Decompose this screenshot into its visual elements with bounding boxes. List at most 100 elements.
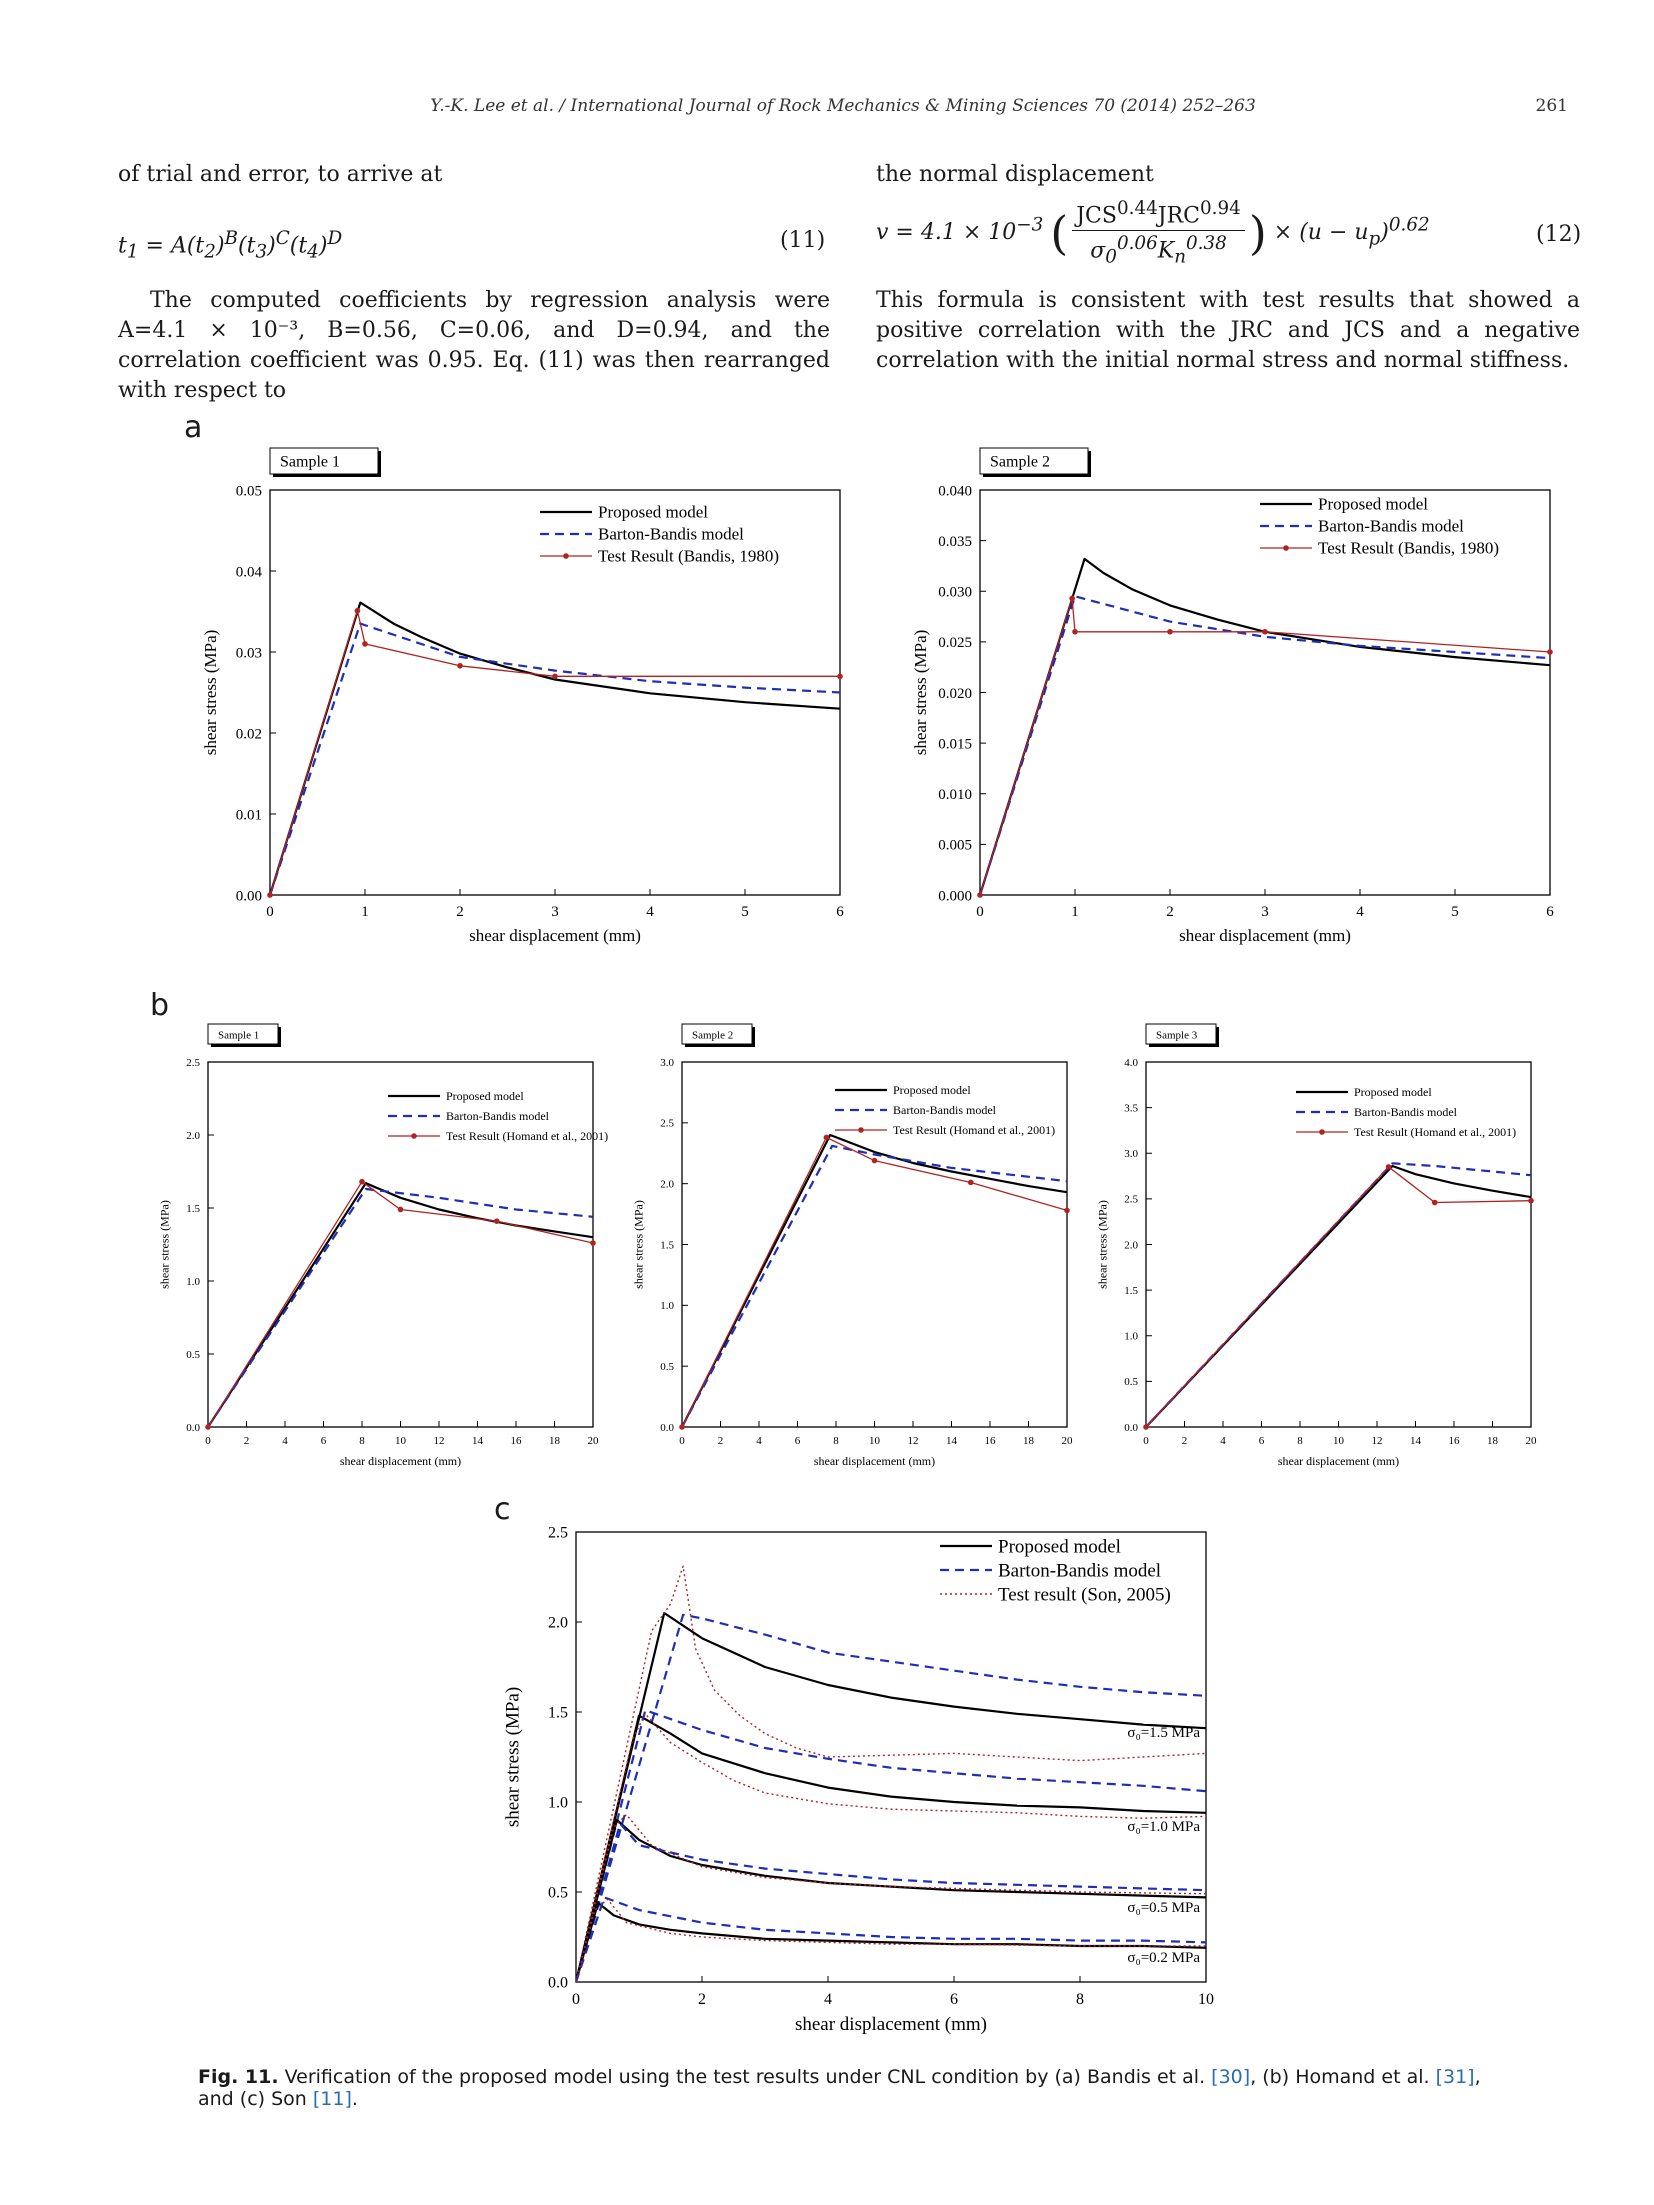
x-tick-label: 10 (869, 1435, 881, 1447)
x-tick-label: 1 (1071, 904, 1079, 920)
y-tick-label: 0.015 (938, 736, 972, 752)
x-tick-label: 0 (572, 1991, 580, 2008)
x-axis-label: shear displacement (mm) (795, 2014, 987, 2035)
running-head: Y.-K. Lee et al. / International Journal… (430, 96, 1256, 116)
x-tick-label: 8 (359, 1435, 365, 1447)
ref-11-link[interactable]: [11] (312, 2088, 352, 2110)
ref-30-link[interactable]: [30] (1211, 2066, 1251, 2088)
y-tick-label: 0.01 (236, 807, 262, 823)
right-paragraph: This formula is consistent with test res… (876, 288, 1580, 373)
legend-marker (1319, 1129, 1325, 1135)
x-axis-label: shear displacement (mm) (1179, 926, 1351, 945)
panel-a-label: a (184, 410, 203, 445)
y-tick-label: 0.020 (938, 686, 972, 702)
x-tick-label: 0 (679, 1435, 685, 1447)
series-barton-bandis-model (576, 1613, 1206, 1982)
y-tick-label: 0.5 (186, 1349, 200, 1361)
test-point (1069, 595, 1075, 602)
sample-label: Sample 3 (1156, 1029, 1198, 1041)
y-tick-label: 0.5 (660, 1361, 674, 1373)
x-tick-label: 4 (824, 1991, 832, 2008)
y-axis-label: shear stress (MPa) (911, 630, 930, 756)
x-tick-label: 12 (1372, 1435, 1383, 1447)
series-barton-bandis-model (980, 595, 1550, 895)
series-barton-bandis-model (208, 1187, 593, 1427)
sample-label: Sample 1 (280, 454, 340, 471)
x-tick-label: 4 (1220, 1435, 1226, 1447)
chart-c: 0 2 4 6 8 10 0.0 0.5 1.0 1.5 2.0 2.5 shear displacem… (502, 1525, 1214, 2035)
x-tick-label: 2 (698, 1991, 706, 2008)
y-tick-label: 0.040 (938, 483, 972, 499)
x-tick-label: 8 (1076, 1991, 1084, 2008)
y-tick-label: 1.5 (1124, 1285, 1138, 1297)
test-point (362, 641, 368, 647)
y-tick-label: 3.5 (1124, 1102, 1138, 1114)
test-point (1431, 1199, 1438, 1206)
sigma-annotation: σ₀=0.2 MPa (1127, 1950, 1200, 1966)
x-tick-label: 2 (1182, 1435, 1188, 1447)
test-point (267, 892, 273, 898)
y-tick-label: 3.0 (660, 1057, 674, 1069)
test-point (1385, 1164, 1392, 1170)
test-point (1143, 1424, 1149, 1430)
legend-marker (563, 553, 569, 559)
legend-label: Proposed model (998, 1536, 1121, 1557)
y-tick-label: 1.0 (186, 1276, 200, 1288)
y-tick-label: 0.0 (1124, 1422, 1138, 1434)
y-axis-label: shear stress (MPa) (201, 630, 220, 756)
x-tick-label: 6 (795, 1435, 801, 1447)
x-tick-label: 10 (1333, 1435, 1345, 1447)
y-axis-label: shear stress (MPa) (1095, 1200, 1109, 1289)
x-tick-label: 12 (908, 1435, 919, 1447)
x-tick-label: 16 (985, 1435, 997, 1447)
sample-label: Sample 2 (692, 1029, 733, 1041)
sigma-annotation: σ₀=1.5 MPa (1127, 1725, 1200, 1741)
test-point (359, 1178, 365, 1185)
legend-label: Barton-Bandis model (893, 1103, 997, 1117)
x-tick-label: 0 (1143, 1435, 1149, 1447)
x-tick-label: 20 (588, 1435, 600, 1447)
y-tick-label: 0.0 (186, 1422, 200, 1434)
series-test-result-son (576, 1713, 1206, 1982)
x-tick-label: 3 (1261, 904, 1269, 920)
test-point (1064, 1207, 1070, 1214)
y-tick-label: 0.0 (548, 1975, 568, 1992)
series-proposed-model (980, 557, 1550, 895)
test-point (1262, 628, 1268, 635)
x-tick-label: 0 (205, 1435, 211, 1447)
y-tick-label: 2.5 (548, 1525, 568, 1542)
series-test-result-son (576, 1813, 1206, 1982)
chart-b-sample-3: Sample 3 0 2 4 6 8 10 12 14 16 18 20 0.0 0.5 1.0 1.5 2.0… (1095, 1023, 1537, 1468)
left-paragraph: The computed coefficients by regression … (118, 288, 830, 403)
test-point (977, 892, 983, 898)
x-tick-label: 6 (836, 904, 844, 920)
test-point (397, 1206, 404, 1213)
x-tick-label: 5 (1451, 904, 1459, 920)
x-tick-label: 6 (1259, 1435, 1265, 1447)
y-tick-label: 1.5 (548, 1705, 568, 1722)
series-proposed-model (208, 1182, 593, 1427)
chart-b-sample-1: Sample 1 0 2 4 6 8 10 12 14 16 18 20 0.0 0.5 1.0 1.5 2.0… (157, 1023, 608, 1468)
panel-b-label: b (150, 988, 170, 1023)
y-tick-label: 0.0 (660, 1422, 674, 1434)
series-test-result-homand-et-al (1146, 1166, 1531, 1427)
series-test-result-son (576, 1898, 1206, 1982)
series-test-result-homand-et-al (208, 1181, 593, 1427)
ref-31-link[interactable]: [31] (1435, 2066, 1475, 2088)
equation-12-number: (12) (1536, 222, 1582, 247)
x-tick-label: 14 (1410, 1435, 1422, 1447)
test-point (1528, 1197, 1534, 1204)
y-tick-label: 0.02 (236, 726, 262, 742)
legend-label: Test Result (Bandis, 1980) (1318, 539, 1499, 558)
y-tick-label: 0.025 (938, 635, 972, 651)
test-point (493, 1218, 500, 1224)
y-tick-label: 0.5 (548, 1885, 568, 1902)
y-tick-label: 0.5 (1124, 1376, 1138, 1388)
series-test-result-homand-et-al (682, 1136, 1067, 1427)
x-tick-label: 10 (1198, 1991, 1214, 2008)
legend-label: Barton-Bandis model (998, 1560, 1161, 1581)
x-axis-label: shear displacement (mm) (1278, 1454, 1399, 1468)
x-tick-label: 4 (756, 1435, 762, 1447)
plot-frame (681, 1061, 1068, 1428)
series-barton-bandis-model (576, 1822, 1206, 1982)
